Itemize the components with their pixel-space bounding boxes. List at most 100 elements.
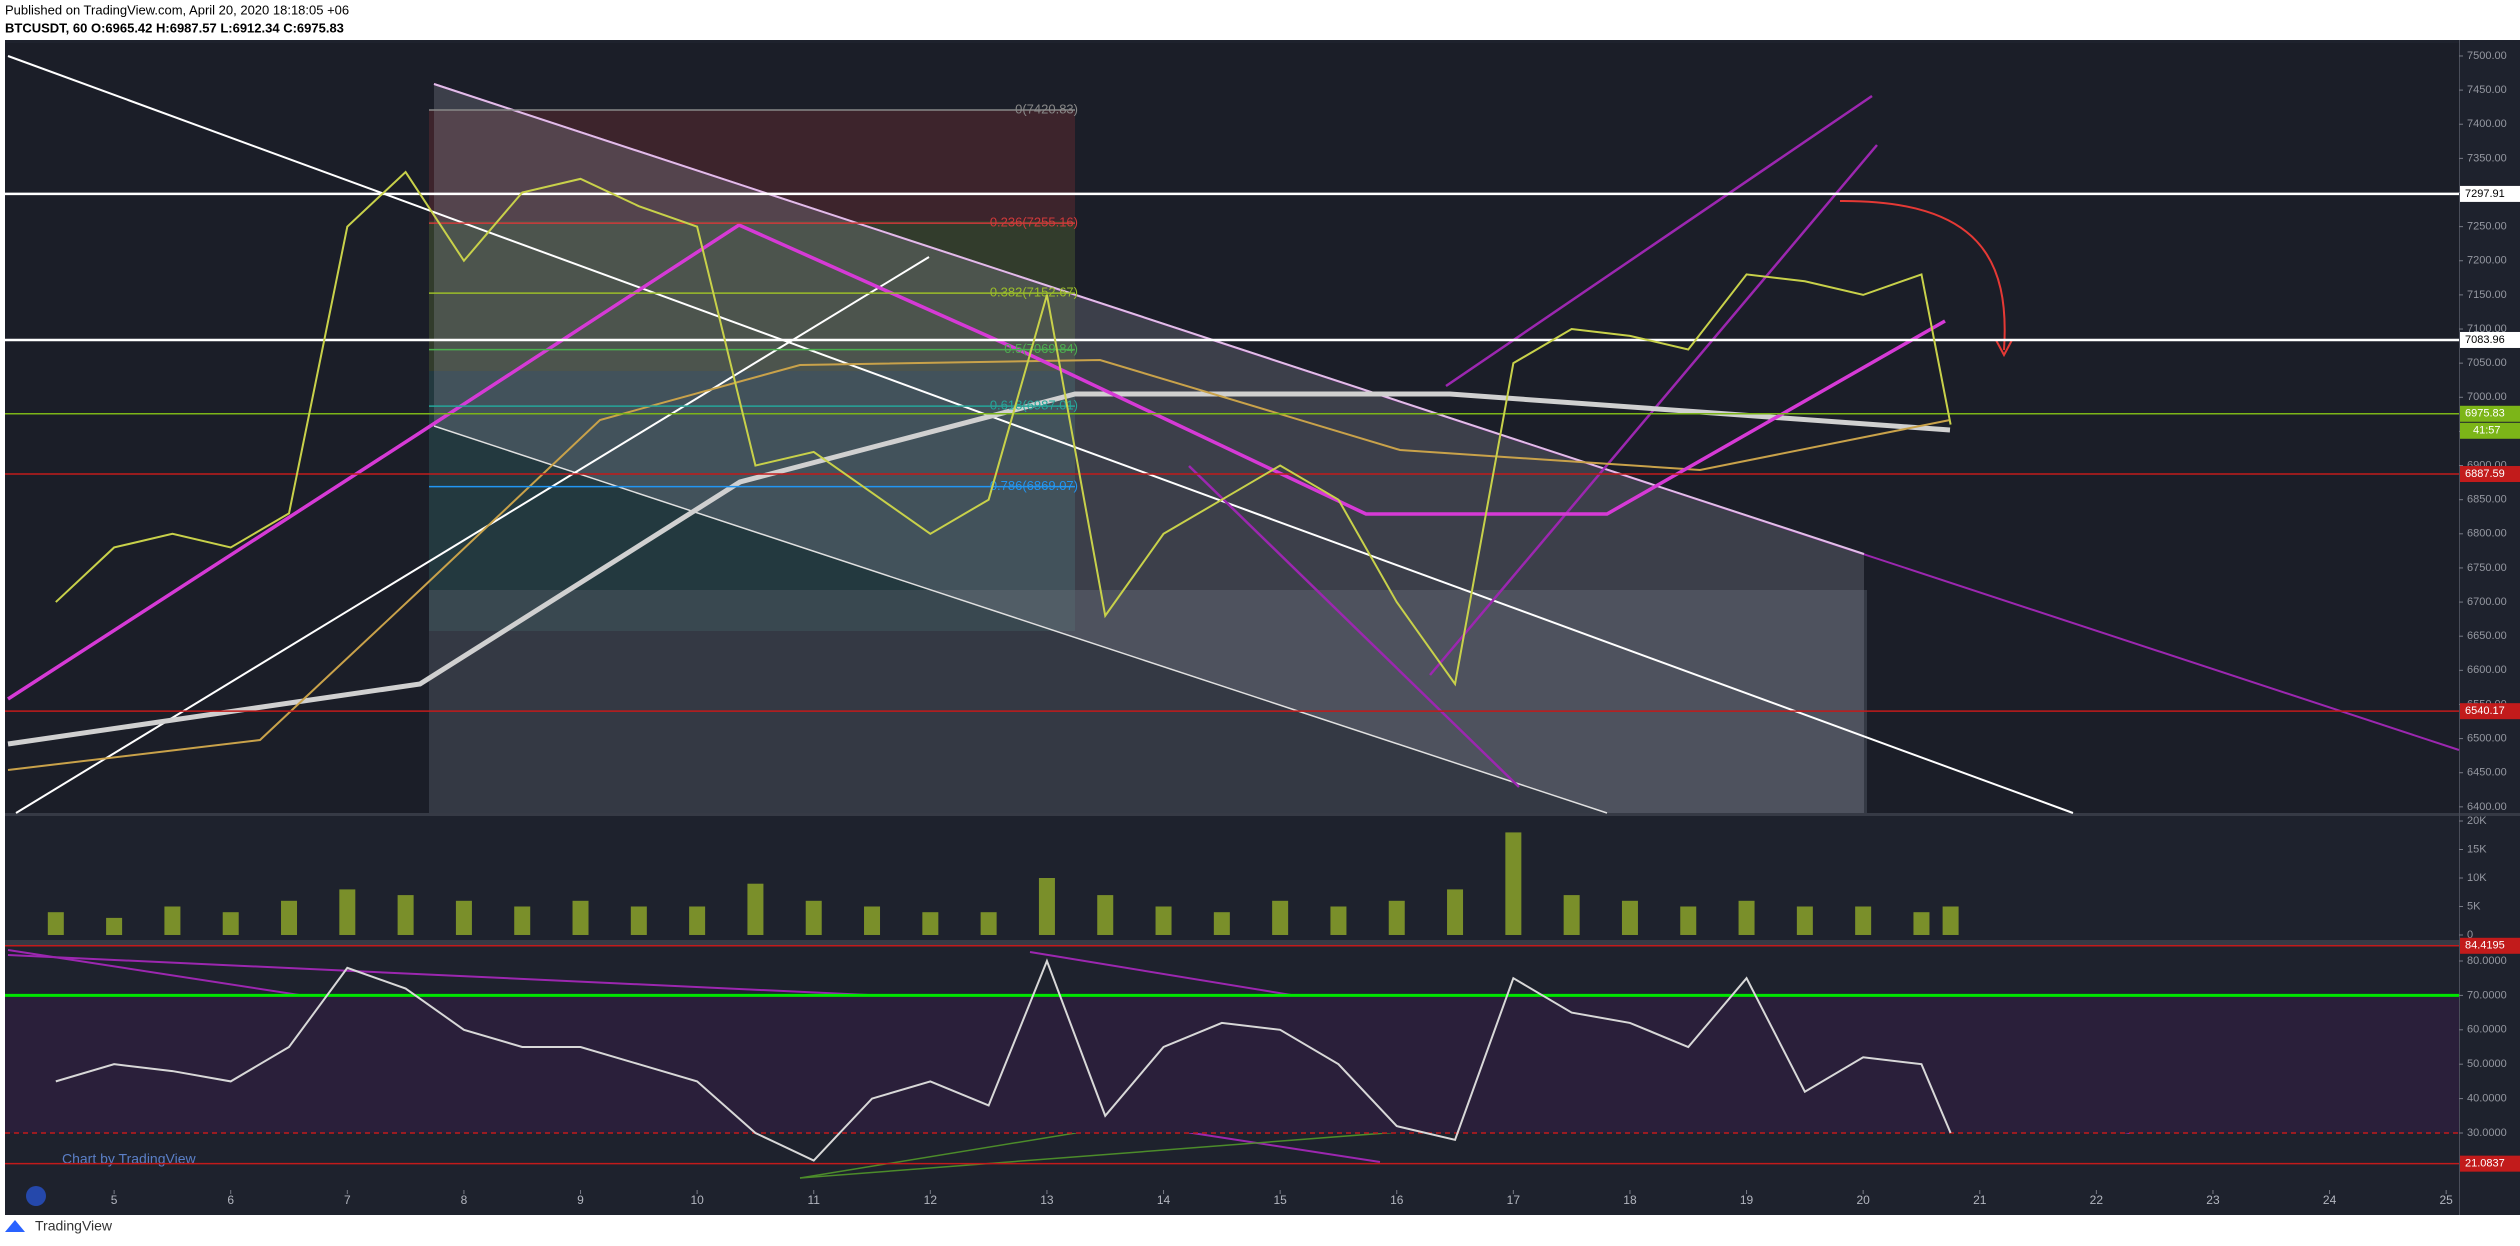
- x-tick-label: 7: [344, 1193, 351, 1207]
- fib-zone: [429, 221, 1075, 371]
- fib-label: 0.618(6987.01): [990, 398, 1078, 413]
- x-tick-label: 25: [2439, 1193, 2453, 1207]
- watermark-logo: [26, 1186, 46, 1206]
- y-tick-label: 7050.00: [2467, 357, 2507, 369]
- x-tick-label: 5: [111, 1193, 118, 1207]
- volume-bar: [630, 906, 647, 935]
- y-tick-label: 7400.00: [2467, 118, 2507, 130]
- level-label: 6540.17: [2465, 705, 2505, 717]
- level-tag: [2460, 466, 2520, 483]
- pane-divider: [5, 813, 2520, 816]
- fib-zone: [429, 110, 1075, 221]
- y-tick-label: 7000.00: [2467, 391, 2507, 403]
- volume-bar: [222, 912, 239, 935]
- volume-bar: [339, 889, 356, 935]
- level-tag: [2460, 703, 2520, 720]
- arrow: [1839, 199, 2006, 351]
- level-label: 7083.96: [2465, 334, 2505, 346]
- y-tick-label: 6500.00: [2467, 733, 2507, 745]
- moving-average: [7, 358, 1951, 771]
- level-label: 84.4195: [2465, 940, 2505, 952]
- x-tick-label: 18: [1623, 1193, 1637, 1207]
- y-tick-label: 6700.00: [2467, 596, 2507, 608]
- x-tick-label: 14: [1157, 1193, 1171, 1207]
- x-tick-label: 13: [1040, 1193, 1054, 1207]
- level-label: 21.0837: [2465, 1158, 2505, 1170]
- volume-bar: [164, 906, 181, 935]
- y-tick-label: 7150.00: [2467, 289, 2507, 301]
- level-tag: [2460, 937, 2520, 954]
- x-tick-label: 15: [1273, 1193, 1287, 1207]
- volume-bar: [864, 906, 881, 935]
- y-tick-label: 7350.00: [2467, 152, 2507, 164]
- level-tag: [2460, 331, 2520, 348]
- y-tick-label: 6750.00: [2467, 562, 2507, 574]
- y-tick-label: 50.0000: [2467, 1058, 2507, 1070]
- volume-bar: [1213, 912, 1230, 935]
- x-tick-label: 9: [577, 1193, 584, 1207]
- y-tick-label: 6800.00: [2467, 528, 2507, 540]
- volume-bar: [1388, 900, 1405, 935]
- y-tick-label: 7500.00: [2467, 50, 2507, 62]
- volume-bar: [1330, 906, 1347, 935]
- y-tick-label: 7450.00: [2467, 84, 2507, 96]
- y-tick-label: 15K: [2467, 843, 2487, 855]
- volume-bar: [1505, 832, 1522, 935]
- level-label: 6975.83: [2465, 408, 2505, 420]
- header-symbol: BTCUSDT, 60 O:6965.42 H:6987.57 L:6912.3…: [5, 20, 344, 35]
- y-tick-label: 7250.00: [2467, 221, 2507, 233]
- axis-border: [2459, 40, 2460, 1215]
- countdown-tag: [2460, 422, 2520, 439]
- volume-bar: [922, 912, 939, 935]
- rsi-band: [5, 995, 2459, 1133]
- range-box: [429, 590, 1867, 813]
- volume-bar: [1038, 878, 1055, 935]
- y-tick-label: 6400.00: [2467, 801, 2507, 813]
- y-tick-label: 0: [2467, 929, 2473, 941]
- volume-bar: [1855, 906, 1872, 935]
- arrow-head: [1995, 339, 2013, 358]
- volume-bar: [980, 912, 997, 935]
- x-tick-label: 11: [807, 1193, 820, 1207]
- volume-bar: [281, 900, 298, 935]
- volume-bar: [397, 895, 414, 935]
- volume-bar: [1796, 906, 1813, 935]
- y-tick-label: 6850.00: [2467, 494, 2507, 506]
- price-line: [55, 170, 1952, 687]
- trendline: [7, 55, 2074, 814]
- x-tick-label: 24: [2323, 1193, 2337, 1207]
- volume-bar: [1563, 895, 1580, 935]
- volume-bar: [514, 906, 531, 935]
- channel-fill: [434, 84, 1864, 813]
- x-tick-label: 20: [1856, 1193, 1870, 1207]
- fib-label: 0.382(7152.67): [990, 285, 1078, 300]
- level-label: 6887.59: [2465, 468, 2505, 480]
- x-tick-label: 12: [924, 1193, 938, 1207]
- x-tick-label: 23: [2206, 1193, 2220, 1207]
- x-tick-label: 6: [227, 1193, 234, 1207]
- y-tick-label: 70.0000: [2467, 989, 2507, 1001]
- y-tick-label: 80.0000: [2467, 955, 2507, 967]
- volume-bar: [1272, 900, 1289, 935]
- level-tag: [2460, 185, 2520, 202]
- y-tick-label: 5K: [2467, 900, 2481, 912]
- x-tick-label: 10: [690, 1193, 704, 1207]
- y-tick-label: 6650.00: [2467, 630, 2507, 642]
- pane-divider: [5, 940, 2520, 945]
- volume-bar: [1155, 906, 1172, 935]
- y-tick-label: 60.0000: [2467, 1024, 2507, 1036]
- volume-bar: [47, 912, 64, 935]
- volume-bar: [689, 906, 706, 935]
- y-tick-label: 7200.00: [2467, 255, 2507, 267]
- volume-bar: [1913, 912, 1930, 935]
- fib-label: 0(7420.83): [1015, 101, 1078, 116]
- trendline: [1188, 465, 1520, 788]
- level-label: 7297.91: [2465, 188, 2505, 200]
- x-tick-label: 19: [1740, 1193, 1754, 1207]
- x-tick-label: 8: [461, 1193, 468, 1207]
- volume-bar: [747, 883, 764, 935]
- volume-bar: [805, 900, 822, 935]
- rsi-line: [55, 958, 1952, 1162]
